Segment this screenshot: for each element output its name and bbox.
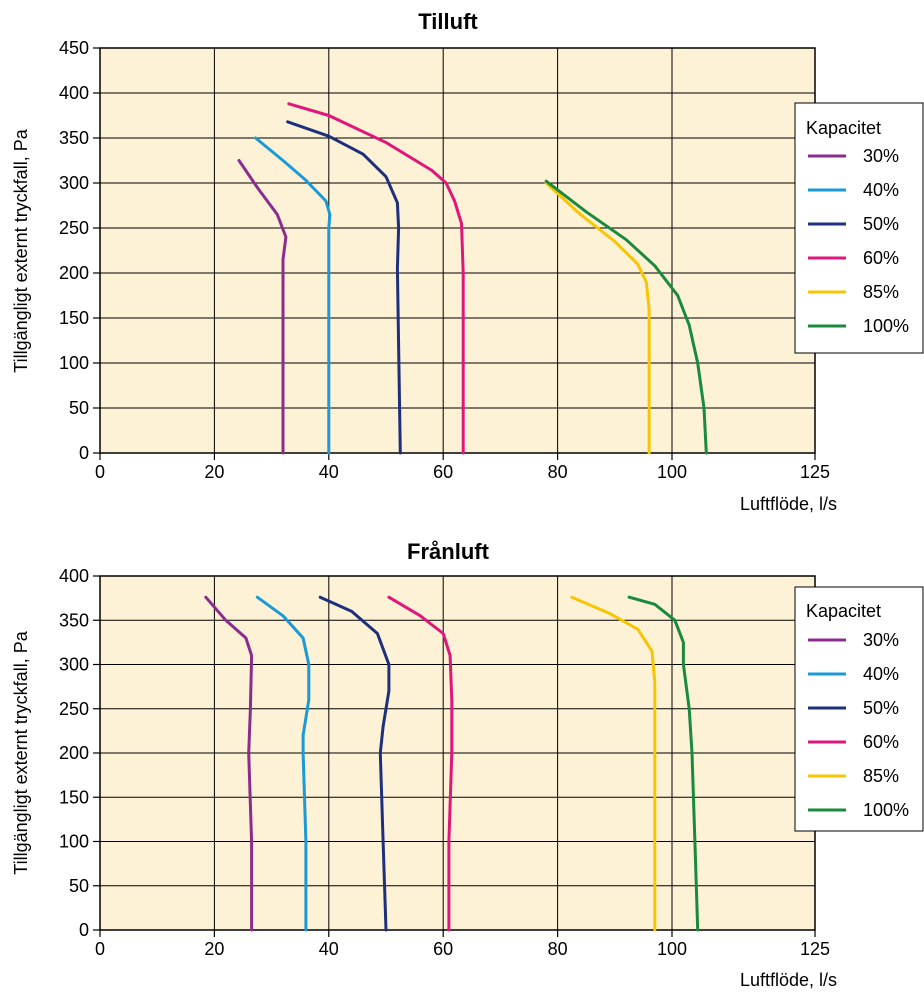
x-tick-label: 20 xyxy=(204,462,224,482)
y-tick-label: 100 xyxy=(59,832,89,852)
series-line-85pct xyxy=(570,595,657,932)
y-tick-label: 200 xyxy=(59,263,89,283)
legend-items: 30% 40% 50% 60% 85% 100% xyxy=(808,146,909,336)
legend-label: 100% xyxy=(863,800,909,820)
chart-title: Frånluft xyxy=(407,539,490,564)
x-tick-label: 0 xyxy=(95,939,105,959)
chart-title: Tilluft xyxy=(418,9,478,34)
y-axis-label: Tillgängligt externt tryckfall, Pa xyxy=(11,128,31,372)
legend-label: 100% xyxy=(863,316,909,336)
series-lines xyxy=(204,595,700,932)
x-tick-label: 60 xyxy=(433,939,453,959)
legend-label: 40% xyxy=(863,180,899,200)
series-line-100pct xyxy=(627,595,700,932)
x-tick-labels: 0 20 40 60 80 100 125 xyxy=(95,930,830,959)
series-line-30pct xyxy=(204,595,254,932)
x-tick-label: 100 xyxy=(657,939,687,959)
x-tick-label: 125 xyxy=(800,939,830,959)
series-line-30pct xyxy=(237,159,288,455)
legend-label: 85% xyxy=(863,766,899,786)
y-tick-label: 50 xyxy=(69,398,89,418)
y-tick-label: 450 xyxy=(59,38,89,58)
series-line-40pct xyxy=(254,136,332,455)
series-line-100pct xyxy=(544,179,708,455)
series-line-60pct xyxy=(287,102,465,455)
legend: Kapacitet 30% 40% 50% 60% 85% 100% xyxy=(794,586,924,832)
legend-label: 50% xyxy=(863,214,899,234)
y-tick-label: 300 xyxy=(59,173,89,193)
y-tick-label: 400 xyxy=(59,566,89,586)
legend: Kapacitet 30% 40% 50% 60% 85% 100% xyxy=(794,102,924,354)
y-tick-label: 300 xyxy=(59,655,89,675)
legend-label: 50% xyxy=(863,698,899,718)
y-axis-label: Tillgängligt externt tryckfall, Pa xyxy=(11,630,31,874)
x-axis-label: Luftflöde, l/s xyxy=(740,494,837,514)
y-tick-label: 0 xyxy=(79,443,89,463)
x-tick-label: 0 xyxy=(95,462,105,482)
y-tick-label: 100 xyxy=(59,353,89,373)
y-tick-label: 150 xyxy=(59,308,89,328)
legend-title: Kapacitet xyxy=(806,601,881,621)
x-tick-label: 40 xyxy=(319,462,339,482)
x-tick-label: 20 xyxy=(204,939,224,959)
legend-label: 30% xyxy=(863,630,899,650)
y-tick-label: 250 xyxy=(59,218,89,238)
grid-lines xyxy=(100,576,815,930)
y-tick-labels: 0 50 100 150 200 250 300 350 400 xyxy=(59,566,100,940)
legend-label: 60% xyxy=(863,248,899,268)
x-tick-label: 80 xyxy=(548,462,568,482)
series-line-60pct xyxy=(387,595,454,932)
series-line-50pct xyxy=(286,120,402,455)
y-tick-label: 350 xyxy=(59,128,89,148)
legend-label: 30% xyxy=(863,146,899,166)
legend-label: 60% xyxy=(863,732,899,752)
series-lines xyxy=(237,102,708,455)
series-line-50pct xyxy=(318,595,391,932)
legend-title: Kapacitet xyxy=(806,118,881,138)
legend-box xyxy=(794,102,924,354)
legend-label: 40% xyxy=(863,664,899,684)
x-tick-labels: 0 20 40 60 80 100 125 xyxy=(95,453,830,482)
x-tick-label: 60 xyxy=(433,462,453,482)
series-line-85pct xyxy=(544,181,651,455)
x-tick-label: 40 xyxy=(319,939,339,959)
chart-franluft: 0 50 100 150 200 250 300 350 400 0 20 40 60 80 100 125… xyxy=(11,539,924,990)
y-tick-label: 200 xyxy=(59,743,89,763)
x-tick-label: 125 xyxy=(800,462,830,482)
legend-label: 85% xyxy=(863,282,899,302)
y-tick-label: 400 xyxy=(59,83,89,103)
y-tick-label: 150 xyxy=(59,787,89,807)
y-tick-label: 0 xyxy=(79,920,89,940)
legend-items: 30% 40% 50% 60% 85% 100% xyxy=(808,630,909,820)
plot-area xyxy=(99,47,816,454)
series-line-40pct xyxy=(255,595,311,932)
y-tick-label: 350 xyxy=(59,610,89,630)
grid-lines xyxy=(100,48,815,453)
y-tick-label: 250 xyxy=(59,699,89,719)
y-tick-label: 50 xyxy=(69,876,89,896)
x-tick-label: 80 xyxy=(548,939,568,959)
y-tick-labels: 0 50 100 150 200 250 300 350 400 450 xyxy=(59,38,100,463)
x-axis-label: Luftflöde, l/s xyxy=(740,970,837,990)
x-tick-label: 100 xyxy=(657,462,687,482)
chart-tilluft: 0 50 100 150 200 250 300 350 400 450 0 20 40 60 80 100… xyxy=(11,9,924,514)
